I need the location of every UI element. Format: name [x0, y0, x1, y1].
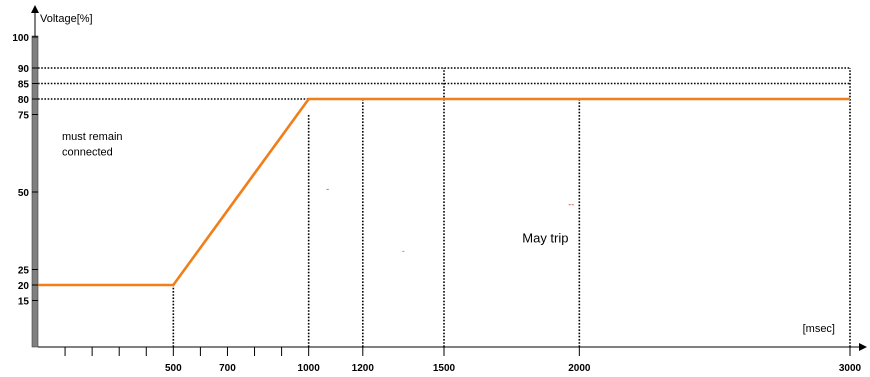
x-tick-label-2000: 2000 — [568, 363, 591, 374]
y-tick-label-100: 100 — [12, 33, 29, 44]
y-tick-label-80: 80 — [18, 95, 30, 106]
x-tick-label-1500: 1500 — [433, 363, 456, 374]
y-tick-label-25: 25 — [18, 266, 30, 277]
stray-mark-2: -- — [568, 200, 574, 210]
annotation-layer: Voltage[%] [msec] must remain connected May … — [40, 13, 835, 335]
stray-mark-0: - — [326, 184, 329, 194]
x-tick-label-1000: 1000 — [298, 363, 321, 374]
y-tick-label-75: 75 — [18, 111, 30, 122]
y-tick-label-15: 15 — [18, 297, 30, 308]
x-axis-label: [msec] — [803, 323, 835, 335]
series-layer — [38, 97, 850, 287]
reference-lines — [38, 67, 851, 347]
x-tick-label-500: 500 — [165, 363, 182, 374]
tick-layer: 100 90 85 80 75 50 25 20 15 500 700 1000 1200 1500 200… — [12, 33, 861, 374]
axes — [31, 5, 867, 351]
x-tick-label-1200: 1200 — [352, 363, 375, 374]
y-tick-label-85: 85 — [18, 80, 30, 91]
annotation-2: May trip — [522, 231, 568, 246]
x-tick-label-3000: 3000 — [839, 363, 862, 374]
y-axis-label: Voltage[%] — [40, 13, 93, 25]
stray-mark-1: - — [402, 246, 405, 256]
y-tick-label-90: 90 — [18, 64, 30, 75]
annotation-0: must remain — [62, 131, 123, 143]
annotation-1: connected — [62, 147, 113, 159]
y-tick-label-50: 50 — [18, 188, 30, 199]
x-tick-label-700: 700 — [219, 363, 236, 374]
series-line-0 — [38, 97, 850, 287]
y-tick-label-20: 20 — [18, 281, 30, 292]
